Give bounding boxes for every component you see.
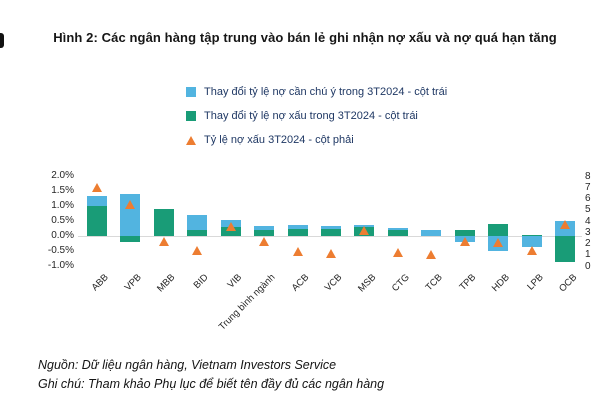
x-axis-label: TPB — [457, 272, 479, 293]
bar-segment — [387, 228, 408, 230]
left-axis-tick: -0.5% — [47, 245, 74, 256]
x-axis-label: MBB — [155, 272, 178, 295]
legend-label: Tỷ lệ nợ xấu 3T2024 - cột phải — [204, 134, 354, 146]
npl-ratio-triangle — [192, 245, 203, 255]
bar-segment — [187, 215, 208, 230]
x-axis-label: ACB — [289, 272, 312, 294]
orange-triangle-icon — [186, 135, 196, 145]
bar-segment — [521, 234, 542, 236]
x-axis-label: BID — [191, 272, 211, 291]
right-axis-tick: 8 — [585, 170, 591, 182]
legend-item-npl-change: Thay đổi tỷ lệ nợ xấu trong 3T2024 - cột… — [186, 110, 447, 122]
npl-ratio-triangle — [225, 222, 236, 232]
right-axis-tick: 5 — [585, 204, 591, 216]
x-axis-label: VIB — [225, 272, 245, 291]
right-axis-tick: 4 — [585, 215, 591, 227]
bar-segment — [153, 209, 174, 236]
blue-square-icon — [186, 87, 196, 97]
chart-title: Hình 2: Các ngân hàng tập trung vào bán … — [53, 30, 557, 45]
bar-segment — [187, 230, 208, 236]
npl-ratio-triangle — [493, 237, 504, 247]
npl-ratio-triangle — [91, 182, 102, 192]
bar-segment — [387, 230, 408, 236]
right-axis-tick: 2 — [585, 238, 591, 249]
note-line: Ghi chú: Tham khảo Phụ lục để biết tên đ… — [38, 377, 385, 392]
x-axis-label: VCB — [323, 272, 345, 294]
green-square-icon — [186, 111, 196, 121]
left-axis-tick: 2.0% — [51, 170, 74, 181]
x-axis-label: VPB — [122, 272, 144, 294]
bar-segment — [120, 236, 141, 242]
npl-ratio-triangle — [560, 219, 571, 229]
npl-ratio-triangle — [526, 246, 537, 256]
npl-ratio-triangle — [125, 199, 136, 209]
npl-ratio-triangle — [459, 236, 470, 246]
bar-segment — [555, 236, 576, 262]
x-axis-label: MSB — [355, 272, 379, 295]
x-axis-label: CTG — [389, 272, 412, 294]
left-axis-tick: 0.0% — [51, 230, 74, 241]
left-axis-tick: 0.5% — [51, 215, 74, 226]
legend-label: Thay đổi tỷ lệ nợ cần chú ý trong 3T2024… — [204, 86, 448, 98]
source-line: Nguồn: Dữ liệu ngân hàng, Vietnam Invest… — [38, 358, 337, 372]
bar-segment — [421, 230, 442, 236]
x-axis-label: TCB — [423, 272, 446, 294]
x-axis-label: OCB — [556, 272, 580, 295]
bar-segment — [287, 229, 308, 236]
right-axis-tick: 7 — [585, 181, 591, 193]
bar-segment — [287, 225, 308, 230]
right-axis-tick: 1 — [585, 249, 591, 261]
bar-segment — [521, 236, 542, 248]
npl-ratio-triangle — [259, 236, 270, 246]
right-axis-tick: 6 — [585, 193, 591, 204]
chart-legend: Thay đổi tỷ lệ nợ cần chú ý trong 3T2024… — [186, 86, 447, 146]
npl-ratio-triangle — [158, 236, 169, 246]
bar-segment — [488, 224, 509, 236]
bar-segment — [254, 225, 275, 230]
x-axis-label: HDB — [490, 272, 513, 294]
left-axis-tick: 1.5% — [51, 185, 74, 196]
bar-segment — [321, 229, 341, 236]
bar-segment — [220, 227, 241, 236]
left-axis-tick: 1.0% — [51, 200, 74, 211]
bar-segment — [86, 195, 107, 206]
legend-label: Thay đổi tỷ lệ nợ xấu trong 3T2024 - cột… — [204, 110, 418, 122]
npl-ratio-triangle — [392, 248, 403, 257]
right-axis-tick: 3 — [585, 226, 591, 238]
zero-gridline — [78, 235, 582, 237]
bar-segment — [254, 230, 275, 236]
bar-segment — [321, 225, 341, 230]
bar-segment — [86, 206, 107, 236]
bar-segment — [454, 230, 475, 236]
npl-ratio-triangle — [426, 250, 437, 260]
npl-ratio-triangle — [359, 225, 370, 235]
left-axis-tick: -1.0% — [47, 260, 74, 271]
x-axis-label: LPB — [525, 272, 546, 293]
cropped-edge-mark — [0, 33, 4, 48]
chart-footnotes: Nguồn: Dữ liệu ngân hàng, Vietnam Invest… — [38, 356, 590, 395]
right-axis-tick: 0 — [585, 260, 591, 272]
npl-ratio-triangle — [292, 246, 303, 256]
legend-item-npl-ratio: Tỷ lệ nợ xấu 3T2024 - cột phải — [186, 134, 447, 146]
legend-item-special-mention: Thay đổi tỷ lệ nợ cần chú ý trong 3T2024… — [186, 86, 447, 98]
x-axis-label: ABB — [89, 272, 111, 294]
npl-ratio-triangle — [326, 249, 336, 259]
